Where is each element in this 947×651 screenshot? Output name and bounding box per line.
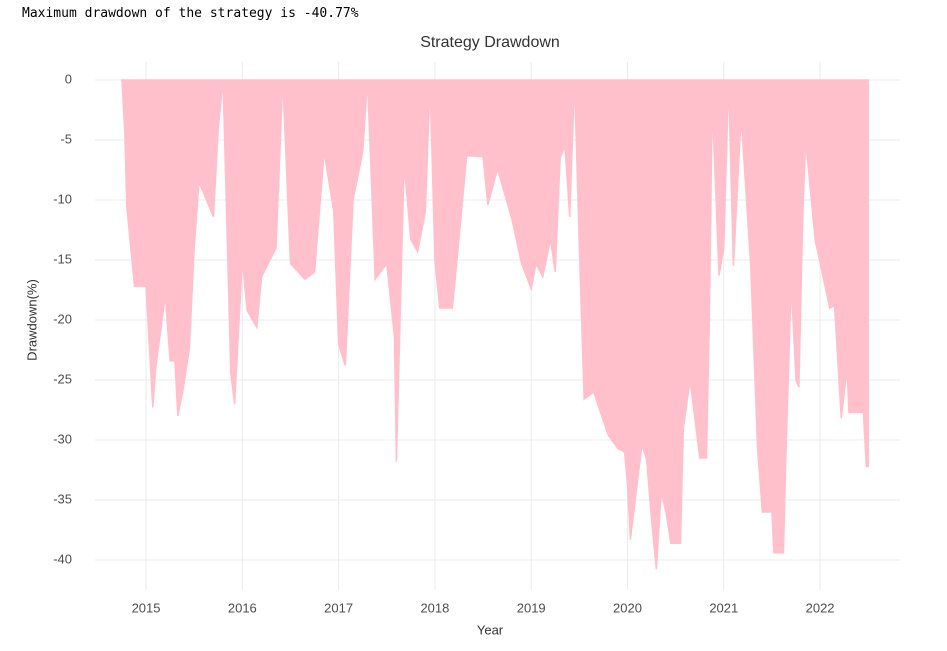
y-axis-label: Drawdown(%) (24, 279, 39, 361)
y-tick-label: -40 (53, 551, 72, 566)
y-tick-label: -15 (53, 251, 72, 266)
y-tick-label: -10 (53, 191, 72, 206)
chart-title: Strategy Drawdown (420, 34, 560, 51)
x-axis-label: Year (477, 622, 504, 637)
console-output: Maximum drawdown of the strategy is -40.… (22, 6, 359, 21)
x-tick-label: 2020 (613, 600, 642, 615)
y-tick-label: -5 (60, 131, 72, 146)
y-tick-label: -30 (53, 431, 72, 446)
x-tick-label: 2022 (806, 600, 835, 615)
y-tick-label: -20 (53, 311, 72, 326)
x-tick-label: 2016 (228, 600, 257, 615)
x-tick-label: 2021 (709, 600, 738, 615)
x-tick-label: 2017 (324, 600, 353, 615)
x-tick-label: 2019 (517, 600, 546, 615)
y-tick-label: -35 (53, 491, 72, 506)
x-tick-label: 2015 (132, 600, 161, 615)
drawdown-area (121, 79, 869, 570)
x-tick-label: 2018 (420, 600, 449, 615)
y-tick-label: 0 (65, 71, 72, 86)
y-tick-label: -25 (53, 371, 72, 386)
